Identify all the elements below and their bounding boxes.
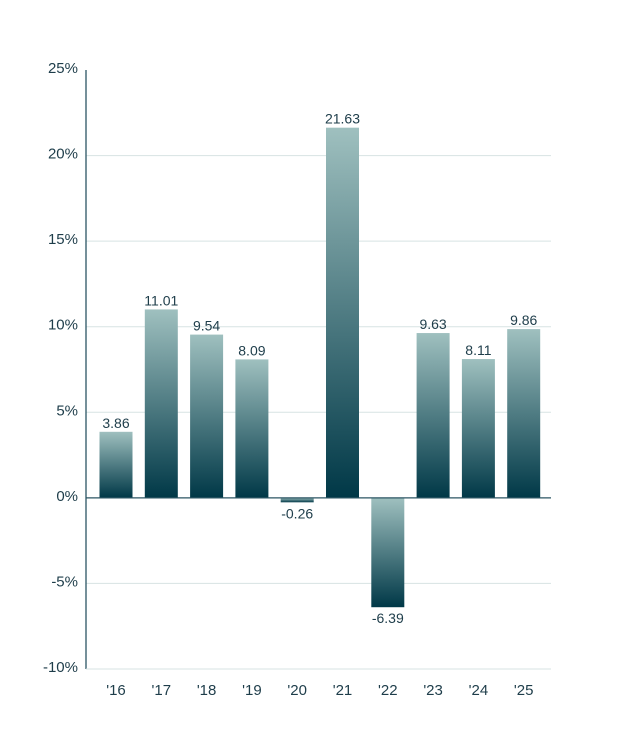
bar: [461, 359, 495, 498]
bars: [99, 127, 541, 608]
data-label: 9.63: [419, 316, 446, 332]
y-tick-label: 10%: [48, 317, 78, 334]
data-label: 9.54: [193, 318, 220, 334]
data-label: 8.11: [465, 342, 491, 358]
y-axis-tick-labels: 25% 20% 15% 10% 5% 0% -5% -10%: [43, 60, 78, 676]
x-tick-label: '16: [106, 682, 126, 699]
x-tick-label: '17: [152, 682, 172, 699]
bar: [144, 309, 178, 498]
x-tick-label: '20: [287, 682, 307, 699]
bar: [99, 431, 133, 498]
x-tick-label: '18: [197, 682, 217, 699]
data-label: -6.39: [372, 610, 404, 626]
data-label: 9.86: [510, 312, 537, 328]
x-tick-label: '19: [242, 682, 262, 699]
y-tick-label: -10%: [43, 659, 78, 676]
x-tick-label: '22: [378, 682, 398, 699]
bar: [190, 334, 224, 498]
data-label: 21.63: [325, 111, 360, 127]
y-tick-label: 20%: [48, 146, 78, 163]
y-tick-label: 25%: [48, 60, 78, 77]
data-label: -0.26: [281, 505, 313, 521]
data-label: 11.01: [144, 292, 178, 308]
x-tick-label: '23: [423, 682, 443, 699]
x-tick-label: '25: [514, 682, 534, 699]
y-tick-label: 0%: [56, 488, 78, 505]
axes: [85, 70, 551, 670]
y-tick-label: 5%: [56, 402, 78, 419]
bar: [326, 127, 359, 498]
bar: [371, 497, 405, 608]
y-tick-label: 15%: [48, 231, 78, 248]
x-axis-tick-labels: '16 '17 '18 '19 '20 '21 '22 '23 '24 '25: [106, 682, 533, 699]
bar: [235, 359, 269, 498]
data-label: 8.09: [238, 342, 265, 358]
bar: [280, 497, 314, 503]
data-label: 3.86: [102, 415, 129, 431]
x-tick-label: '21: [333, 682, 353, 699]
bar: [507, 329, 541, 498]
bar: [416, 333, 450, 498]
y-tick-label: -5%: [51, 573, 78, 590]
x-tick-label: '24: [469, 682, 489, 699]
data-labels: 3.86 11.01 9.54 8.09 -0.26 21.63 -6.39 9.63 8.11…: [102, 111, 537, 627]
